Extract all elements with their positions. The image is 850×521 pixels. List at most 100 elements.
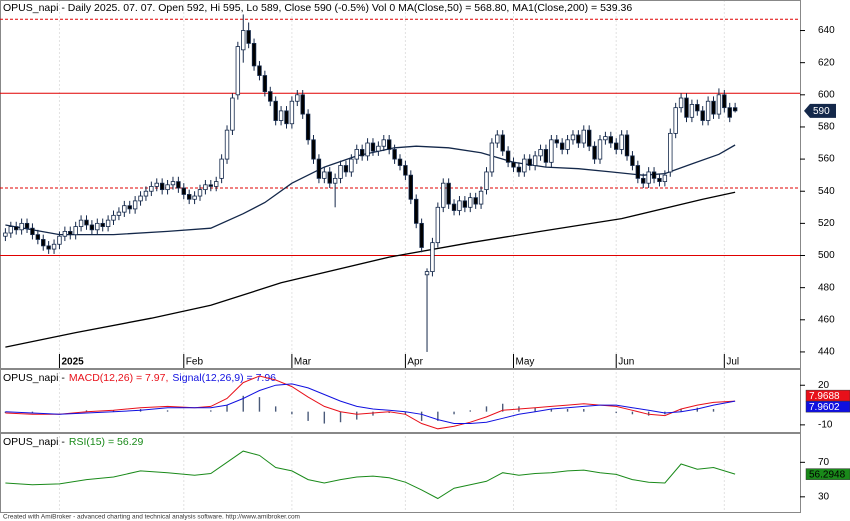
candle-body bbox=[657, 177, 662, 182]
x-tick-label: Jul bbox=[726, 357, 739, 368]
candle-body bbox=[468, 197, 473, 208]
candle-body bbox=[89, 224, 95, 231]
candle-body bbox=[316, 158, 322, 179]
y-tick-label: 70 bbox=[818, 457, 830, 468]
y-tick-label: 600 bbox=[818, 89, 835, 100]
candle-body bbox=[641, 177, 646, 184]
candle-body bbox=[257, 65, 262, 76]
candle-body bbox=[8, 226, 14, 234]
candle-body bbox=[700, 110, 705, 121]
candle-body bbox=[51, 243, 57, 250]
candle-body bbox=[630, 155, 635, 166]
candle-body bbox=[359, 149, 365, 157]
candle-body bbox=[159, 182, 165, 191]
candle-body bbox=[495, 134, 500, 144]
candle-body bbox=[592, 145, 597, 160]
candle-body bbox=[143, 190, 149, 197]
candle-body bbox=[268, 91, 273, 102]
x-tick-label: Mar bbox=[294, 357, 312, 368]
candle-body bbox=[14, 226, 19, 231]
candle-body bbox=[457, 200, 462, 211]
chart-title: OPUS_napi - Daily 2025. 07. 07. Open 592… bbox=[3, 2, 632, 14]
candle-body bbox=[424, 271, 430, 276]
candle-body bbox=[446, 182, 451, 205]
candle-body bbox=[489, 142, 495, 173]
candle-body bbox=[646, 171, 651, 184]
footer: Created with AmiBroker - advanced charti… bbox=[3, 514, 300, 521]
candle-body bbox=[138, 195, 143, 202]
candle-body bbox=[581, 129, 586, 144]
candle-body bbox=[284, 110, 289, 125]
panel-title-part: RSI(15) = 56.29 bbox=[69, 436, 144, 448]
candle-body bbox=[24, 222, 30, 229]
candle-body bbox=[532, 155, 538, 166]
candle-body bbox=[603, 136, 608, 141]
candle-body bbox=[695, 104, 700, 112]
candle-body bbox=[116, 211, 122, 216]
candle-body bbox=[170, 181, 176, 186]
candle-body bbox=[311, 139, 316, 160]
candle-body bbox=[149, 186, 154, 192]
candle-body bbox=[203, 184, 208, 191]
price-tag-label: 590 bbox=[813, 106, 830, 117]
candle-body bbox=[192, 195, 197, 200]
candle-body bbox=[689, 104, 695, 118]
candle-body bbox=[19, 222, 24, 231]
candle-body bbox=[73, 226, 78, 236]
candle-body bbox=[543, 149, 549, 163]
candle-body bbox=[349, 158, 354, 173]
candle-body bbox=[327, 171, 332, 184]
candle-body bbox=[57, 235, 62, 245]
candle-body bbox=[559, 142, 565, 150]
panel-title: OPUS_napi - RSI(15) = 56.29 bbox=[3, 436, 143, 448]
candle-body bbox=[668, 132, 673, 173]
y-tick-label: 480 bbox=[818, 282, 835, 293]
candle-body bbox=[624, 134, 630, 157]
candle-body bbox=[370, 142, 376, 152]
y-tick-label: -10 bbox=[818, 420, 833, 431]
candle-body bbox=[127, 205, 132, 210]
y-tick-label: 540 bbox=[818, 186, 835, 197]
candle-body bbox=[473, 197, 478, 205]
candle-body bbox=[46, 245, 51, 250]
rsi-panel bbox=[0, 433, 801, 513]
candle-body bbox=[619, 134, 624, 150]
x-tick-label: May bbox=[516, 357, 535, 368]
y-tick-label: 620 bbox=[818, 57, 835, 68]
candle-body bbox=[78, 219, 84, 227]
candle-body bbox=[62, 231, 68, 237]
candle-body bbox=[673, 107, 678, 134]
candle-body bbox=[68, 231, 73, 236]
candle-body bbox=[684, 97, 689, 118]
x-tick-label: Feb bbox=[186, 357, 204, 368]
candle-body bbox=[505, 150, 511, 163]
value-tag-label: 7.9688 bbox=[809, 391, 840, 402]
candle-body bbox=[165, 184, 170, 191]
panel-title: OPUS_napi - MACD(12,26) = 7.97, Signal(12,… bbox=[3, 372, 276, 384]
candle-body bbox=[408, 174, 414, 200]
candle-body bbox=[484, 171, 489, 191]
candle-body bbox=[132, 200, 138, 210]
candle-body bbox=[262, 75, 268, 92]
value-tag-label: 56.2948 bbox=[809, 469, 846, 480]
y-tick-label: 500 bbox=[818, 250, 835, 261]
candle-body bbox=[435, 206, 441, 244]
y-tick-label: 580 bbox=[818, 122, 835, 133]
candle-body bbox=[111, 214, 116, 221]
candle-body bbox=[614, 142, 619, 150]
candle-body bbox=[451, 203, 457, 211]
candle-body bbox=[565, 139, 570, 150]
candle-body bbox=[197, 189, 203, 197]
candle-body bbox=[462, 200, 468, 208]
candle-body bbox=[414, 198, 419, 224]
price-tag bbox=[804, 103, 836, 118]
panel-title-part: Signal(12,26,9) = 7.96 bbox=[172, 372, 276, 384]
candle-body bbox=[511, 161, 516, 168]
candle-body bbox=[30, 227, 35, 236]
candle-body bbox=[100, 222, 105, 227]
candle-body bbox=[403, 165, 408, 176]
candle-body bbox=[441, 182, 446, 208]
value-tag bbox=[805, 400, 850, 413]
